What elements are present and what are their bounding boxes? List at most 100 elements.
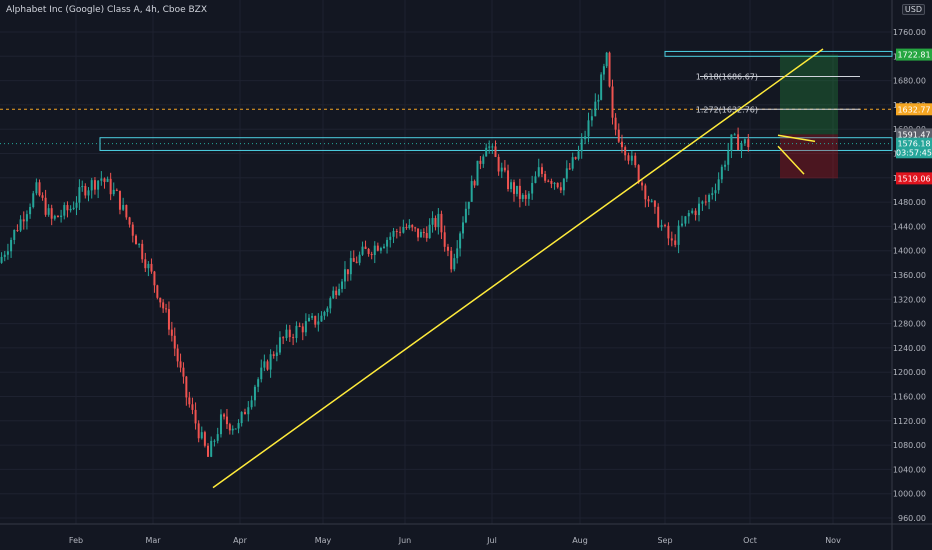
pattern-line-upper	[777, 134, 816, 143]
candle-body	[503, 167, 506, 171]
price-label-box	[896, 103, 932, 116]
candle-body	[443, 232, 446, 247]
candle-body	[600, 74, 603, 100]
candle-body	[90, 180, 93, 191]
candle-body	[128, 217, 131, 225]
y-tick-label: 1040.00	[893, 465, 926, 474]
candle-body	[194, 409, 197, 424]
candle-body	[285, 329, 288, 339]
candle-body	[162, 302, 165, 309]
candle-body	[527, 193, 530, 199]
candle-body	[624, 147, 627, 156]
candle-body	[115, 189, 118, 191]
candle-body	[269, 354, 272, 370]
candle-body	[159, 297, 162, 303]
candle-body	[450, 250, 453, 270]
x-tick-label: Nov	[825, 536, 841, 545]
candle-body	[547, 180, 550, 182]
candle-body	[298, 325, 301, 327]
candle-body	[590, 116, 593, 121]
candle-body	[260, 367, 263, 380]
candle-body	[170, 329, 173, 336]
candle-body	[72, 207, 75, 209]
candle-body	[485, 147, 488, 157]
candle-body	[584, 136, 587, 140]
fib-label: 1.618(1686.67)	[696, 73, 758, 82]
candle-body	[446, 246, 449, 251]
stop-zone	[780, 134, 838, 179]
candle-body	[288, 329, 291, 338]
candle-body	[6, 251, 9, 255]
candle-body	[513, 182, 515, 194]
candle-body	[144, 259, 147, 269]
candle-body	[167, 309, 170, 330]
x-tick-label: Sep	[657, 536, 672, 545]
candle-body	[617, 129, 620, 142]
candle-body	[343, 269, 346, 282]
candle-body	[200, 432, 203, 439]
candle-body	[556, 182, 559, 188]
candle-body	[213, 440, 216, 442]
pattern-line-lower	[777, 145, 805, 175]
candle-body	[97, 180, 100, 190]
candle-body	[531, 182, 534, 194]
candle-body	[510, 182, 513, 190]
candle-body	[41, 195, 44, 198]
target-zone	[780, 54, 838, 135]
candle-body	[634, 155, 637, 166]
candle-body	[206, 445, 209, 457]
candle-body	[355, 261, 358, 263]
y-tick-label: 1200.00	[893, 368, 926, 377]
candle-body	[440, 213, 443, 233]
candle-body	[228, 424, 231, 431]
candle-body	[282, 337, 285, 339]
candle-body	[243, 412, 246, 415]
candle-body	[326, 308, 329, 313]
x-tick-label: Jul	[486, 536, 497, 545]
chart-title: Alphabet Inc (Google) Class A, 4h, Cboe …	[6, 5, 207, 15]
candle-body	[141, 243, 144, 260]
candle-body	[641, 182, 644, 186]
candle-body	[614, 117, 617, 130]
candle-body	[392, 230, 395, 237]
candle-body	[247, 407, 250, 415]
y-tick-label: 1320.00	[893, 295, 926, 304]
candle-body	[647, 199, 650, 202]
candle-body	[386, 239, 389, 247]
candle-body	[574, 157, 577, 159]
candle-body	[307, 317, 310, 322]
y-tick-label: 1080.00	[893, 441, 926, 450]
candle-body	[467, 201, 470, 209]
x-tick-label: Feb	[69, 536, 83, 545]
candle-body	[295, 325, 298, 339]
candle-body	[370, 253, 373, 256]
currency-badge[interactable]: USD	[901, 4, 925, 15]
candle-body	[389, 236, 392, 240]
candle-body	[304, 321, 307, 333]
candle-body	[373, 245, 376, 256]
candle-body	[19, 219, 22, 231]
candle-body	[497, 156, 500, 172]
candle-body	[346, 269, 349, 275]
candle-body	[47, 208, 50, 215]
x-tick-label: Apr	[233, 536, 248, 545]
candle-body	[740, 143, 743, 150]
candle-body	[476, 160, 479, 186]
candle-body	[562, 178, 565, 191]
candle-body	[482, 156, 485, 164]
candle-body	[106, 178, 109, 182]
candle-body	[191, 404, 194, 410]
candle-body	[352, 258, 355, 262]
candle-body	[730, 134, 733, 151]
candle-body	[565, 168, 568, 179]
candle-body	[176, 348, 179, 362]
top-zone	[664, 50, 893, 57]
price-label-box	[896, 48, 932, 61]
candle-body	[335, 290, 338, 296]
y-tick-label: 1760.00	[893, 28, 926, 37]
candle-body	[664, 225, 666, 227]
candle-body	[577, 151, 580, 159]
candle-body	[188, 397, 191, 405]
candle-body	[131, 224, 134, 236]
